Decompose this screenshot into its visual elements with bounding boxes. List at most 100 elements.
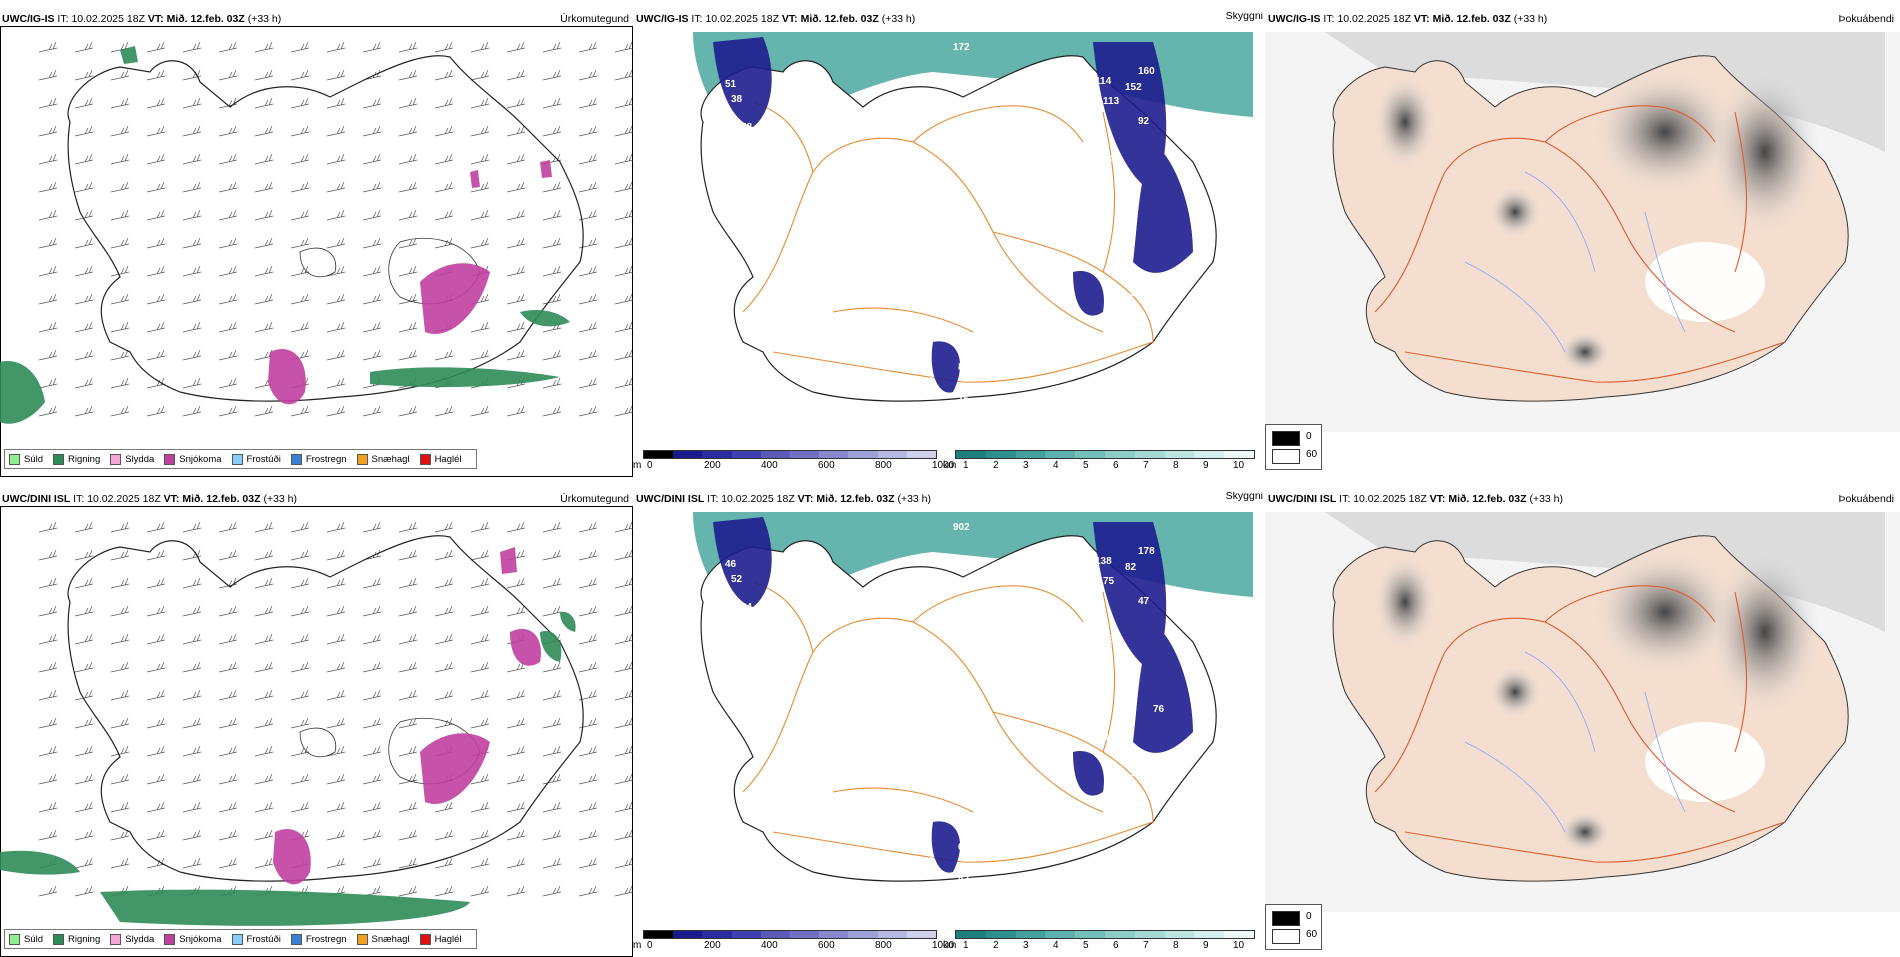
wind-barb bbox=[254, 633, 274, 645]
wind-barb bbox=[74, 885, 94, 897]
wind-barb bbox=[470, 885, 490, 897]
wind-barb bbox=[74, 293, 94, 305]
wind-barb bbox=[578, 97, 598, 109]
wind-barb bbox=[578, 405, 598, 417]
wind-barb bbox=[362, 549, 382, 561]
wind-barb bbox=[506, 237, 526, 249]
colorbar-swatch bbox=[1015, 451, 1046, 458]
colorbar-swatch bbox=[1075, 451, 1105, 458]
cloud-header: UWC/IG-IS IT: 10.02.2025 18Z VT: Mið. 12… bbox=[636, 13, 915, 25]
wind-barb bbox=[38, 405, 58, 417]
wind-barb bbox=[74, 857, 94, 869]
wind-barb bbox=[470, 661, 490, 673]
cloudbase-colorbar: m 0 200 400 600 800 1000 bbox=[633, 930, 954, 957]
wind-barb bbox=[290, 633, 310, 645]
precip-legend-swatch bbox=[356, 933, 368, 945]
wind-barb bbox=[470, 97, 490, 109]
wind-barb bbox=[218, 549, 238, 561]
wind-barb bbox=[398, 661, 418, 673]
wind-barb bbox=[218, 293, 238, 305]
wind-barb bbox=[362, 577, 382, 589]
precip-legend-item: Haglél bbox=[419, 933, 462, 945]
cloud-base-label: 172 bbox=[953, 42, 970, 53]
cloud-base-label: 152 bbox=[1125, 82, 1142, 93]
glacier-lang bbox=[299, 727, 337, 758]
wind-barb bbox=[470, 209, 490, 221]
wind-barb bbox=[38, 521, 58, 533]
wind-barb bbox=[38, 97, 58, 109]
precip-legend-label: Frostúði bbox=[246, 453, 281, 465]
model-row-1: UWC/IG-IS IT: 10.02.2025 18Z VT: Mið. 12… bbox=[0, 12, 1900, 477]
wind-barb bbox=[614, 125, 633, 137]
wind-barb bbox=[398, 745, 418, 757]
wind-barb bbox=[290, 773, 310, 785]
wind-barb bbox=[38, 377, 58, 389]
wind-barb bbox=[326, 633, 346, 645]
wind-barb bbox=[38, 549, 58, 561]
wind-barb bbox=[470, 521, 490, 533]
wind-barb bbox=[290, 521, 310, 533]
wind-barb bbox=[326, 97, 346, 109]
colorbar-swatch bbox=[1164, 931, 1195, 938]
precip-header: UWC/IG-IS IT: 10.02.2025 18Z VT: Mið. 12… bbox=[2, 13, 281, 25]
wind-barb bbox=[218, 689, 238, 701]
wind-barb bbox=[578, 521, 598, 533]
vt-label: VT: bbox=[163, 493, 180, 505]
colorbar-swatch bbox=[956, 931, 986, 938]
wind-barb bbox=[218, 69, 238, 81]
wind-barb bbox=[182, 633, 202, 645]
wind-barb bbox=[110, 717, 130, 729]
wind-barb bbox=[506, 745, 526, 757]
visibility-colorbar-swatches bbox=[955, 930, 1255, 939]
visibility-tick-label: 2 bbox=[993, 940, 999, 951]
wind-barb bbox=[110, 549, 130, 561]
wind-barb bbox=[506, 577, 526, 589]
wind-barb bbox=[398, 265, 418, 277]
wind-barb bbox=[74, 41, 94, 53]
fog-title: Þokuábendi bbox=[1838, 493, 1894, 505]
vt-value: Mið. 12.feb. 03Z bbox=[1432, 13, 1511, 25]
it-label: IT: bbox=[707, 493, 719, 505]
wind-barb bbox=[74, 605, 94, 617]
wind-barb bbox=[74, 633, 94, 645]
wind-barb bbox=[326, 41, 346, 53]
wind-barb bbox=[542, 125, 562, 137]
precip-legend-swatch bbox=[53, 453, 65, 465]
wind-barb bbox=[398, 405, 418, 417]
wind-barb bbox=[434, 661, 454, 673]
cloud-base-label: 52 bbox=[731, 574, 743, 585]
wind-barb bbox=[434, 41, 454, 53]
wind-barb bbox=[110, 153, 130, 165]
fog-legend-swatch bbox=[1272, 929, 1300, 944]
wind-barb bbox=[614, 181, 633, 193]
wind-barb bbox=[182, 209, 202, 221]
wind-barb bbox=[362, 69, 382, 81]
road-network bbox=[742, 101, 1154, 383]
cloud-base-label: 178 bbox=[1138, 546, 1155, 557]
visibility-tick-label: 8 bbox=[1173, 460, 1179, 471]
wind-barb bbox=[470, 717, 490, 729]
wind-barb bbox=[74, 265, 94, 277]
wind-barb bbox=[434, 801, 454, 813]
wind-barb bbox=[182, 125, 202, 137]
precip-legend-label: Rigning bbox=[68, 933, 101, 945]
cloudbase-tick-label: 800 bbox=[875, 940, 892, 951]
wind-barb bbox=[398, 237, 418, 249]
wind-barb bbox=[182, 377, 202, 389]
wind-barb bbox=[614, 405, 633, 417]
visibility-unit: km bbox=[943, 460, 957, 471]
wind-barb bbox=[542, 237, 562, 249]
colorbar-swatch bbox=[702, 931, 732, 938]
wind-barb bbox=[110, 829, 130, 841]
cloud-base-areas bbox=[713, 37, 1193, 393]
wind-barb bbox=[506, 717, 526, 729]
colorbar-swatch bbox=[731, 451, 761, 458]
wind-barb bbox=[470, 773, 490, 785]
precip-title: Úrkomutegund bbox=[560, 493, 629, 505]
colorbar-swatch bbox=[1015, 931, 1046, 938]
wind-barb bbox=[74, 181, 94, 193]
wind-barb bbox=[146, 605, 166, 617]
precip-legend-item: Slydda bbox=[110, 453, 154, 465]
wind-barb bbox=[218, 773, 238, 785]
wind-barb bbox=[578, 125, 598, 137]
